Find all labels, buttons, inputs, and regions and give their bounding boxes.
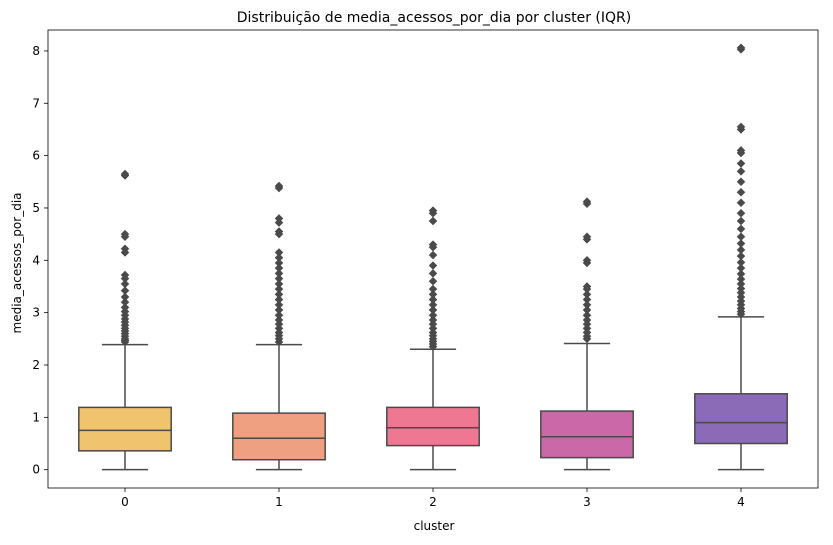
y-tick-label: 8 [32, 44, 40, 58]
outlier-point [582, 232, 592, 242]
y-tick-label: 3 [32, 306, 40, 320]
outlier-point [274, 300, 284, 310]
outlier-point [736, 216, 746, 226]
outlier-point [274, 248, 284, 257]
x-tick-label: 2 [429, 495, 437, 509]
outlier-point [582, 300, 592, 310]
outlier-point [120, 270, 130, 280]
outlier-point [736, 245, 746, 255]
box-cluster-3 [540, 410, 634, 459]
outlier-point [274, 227, 284, 236]
y-tick-label: 6 [32, 149, 40, 163]
outlier-point [274, 263, 284, 273]
y-tick-label: 2 [32, 358, 40, 372]
y-tick-label: 4 [32, 253, 40, 267]
outlier-point [582, 315, 592, 325]
outlier-point [274, 258, 284, 268]
outlier-point [120, 279, 130, 289]
box-cluster-4 [694, 393, 788, 445]
outlier-point [274, 269, 284, 278]
outlier-point [274, 181, 284, 191]
outlier-point [736, 251, 746, 261]
outlier-point [120, 303, 130, 312]
outlier-point [274, 295, 284, 304]
outlier-point [736, 274, 746, 284]
outlier-point [428, 295, 438, 304]
outlier-point [736, 239, 746, 248]
outlier-point [120, 169, 130, 179]
outlier-point [120, 229, 130, 239]
outlier-point [274, 274, 284, 283]
outlier-point [736, 232, 746, 242]
outlier-point [120, 292, 130, 302]
outlier-point [736, 269, 746, 279]
outlier-point [428, 300, 438, 310]
outlier-point [582, 310, 592, 320]
outlier-point [736, 284, 746, 293]
x-tick-label: 0 [121, 495, 129, 509]
box-cluster-0 [78, 406, 172, 452]
outlier-point [274, 279, 284, 289]
outlier-point [582, 295, 592, 304]
outlier-point [736, 177, 746, 187]
outlier-point [428, 315, 438, 325]
outlier-point [736, 166, 746, 176]
outlier-point [428, 250, 438, 260]
chart-title: Distribuição de media_acessos_por_dia po… [237, 10, 631, 26]
outlier-point [736, 43, 746, 53]
x-axis-label: cluster [414, 519, 455, 533]
plot-area: 0 1 2 3 4 5 6 7 8 0 1 2 3 4 [32, 29, 819, 509]
outlier-point [736, 263, 746, 273]
outlier-point [736, 187, 746, 197]
outlier-point [736, 258, 746, 267]
outlier-point [736, 224, 746, 234]
outlier-point [582, 289, 592, 299]
y-axis-label: media_acessos_por_dia [10, 192, 24, 333]
outlier-point [582, 197, 592, 207]
outlier-point [120, 286, 130, 296]
y-tick-label: 5 [32, 201, 40, 215]
outlier-point [274, 310, 284, 320]
outlier-point [428, 310, 438, 320]
outlier-point [428, 276, 438, 286]
box-cluster-2 [386, 406, 480, 447]
outlier-point [274, 289, 284, 299]
outlier-point [428, 269, 438, 278]
y-tick-label: 1 [32, 410, 40, 424]
x-tick-label: 4 [737, 495, 745, 509]
outlier-point [274, 214, 284, 223]
outlier-point [582, 282, 592, 291]
outlier-point [736, 146, 746, 155]
outlier-point [428, 284, 438, 294]
outlier-point [736, 159, 746, 168]
outlier-point [274, 315, 284, 325]
outlier-point [582, 305, 592, 315]
outlier-point [274, 253, 284, 263]
outlier-point [736, 208, 746, 218]
x-tick-label: 3 [583, 495, 591, 509]
outlier-point [582, 255, 592, 265]
outlier-point [274, 305, 284, 315]
outlier-point [428, 305, 438, 315]
outlier-point [428, 261, 438, 270]
outlier-point [120, 244, 130, 254]
outlier-point [736, 279, 746, 289]
outlier-point [428, 240, 438, 249]
outlier-point [274, 284, 284, 294]
outlier-point [428, 206, 438, 215]
x-tick-label: 1 [275, 495, 283, 509]
outlier-point [120, 297, 130, 307]
box-cluster-1 [232, 412, 326, 461]
outlier-point [736, 122, 746, 132]
y-tick-label: 0 [32, 463, 40, 477]
y-tick-label: 7 [32, 96, 40, 110]
outlier-point [428, 216, 438, 226]
outlier-point [428, 289, 438, 299]
outlier-point [736, 198, 746, 208]
